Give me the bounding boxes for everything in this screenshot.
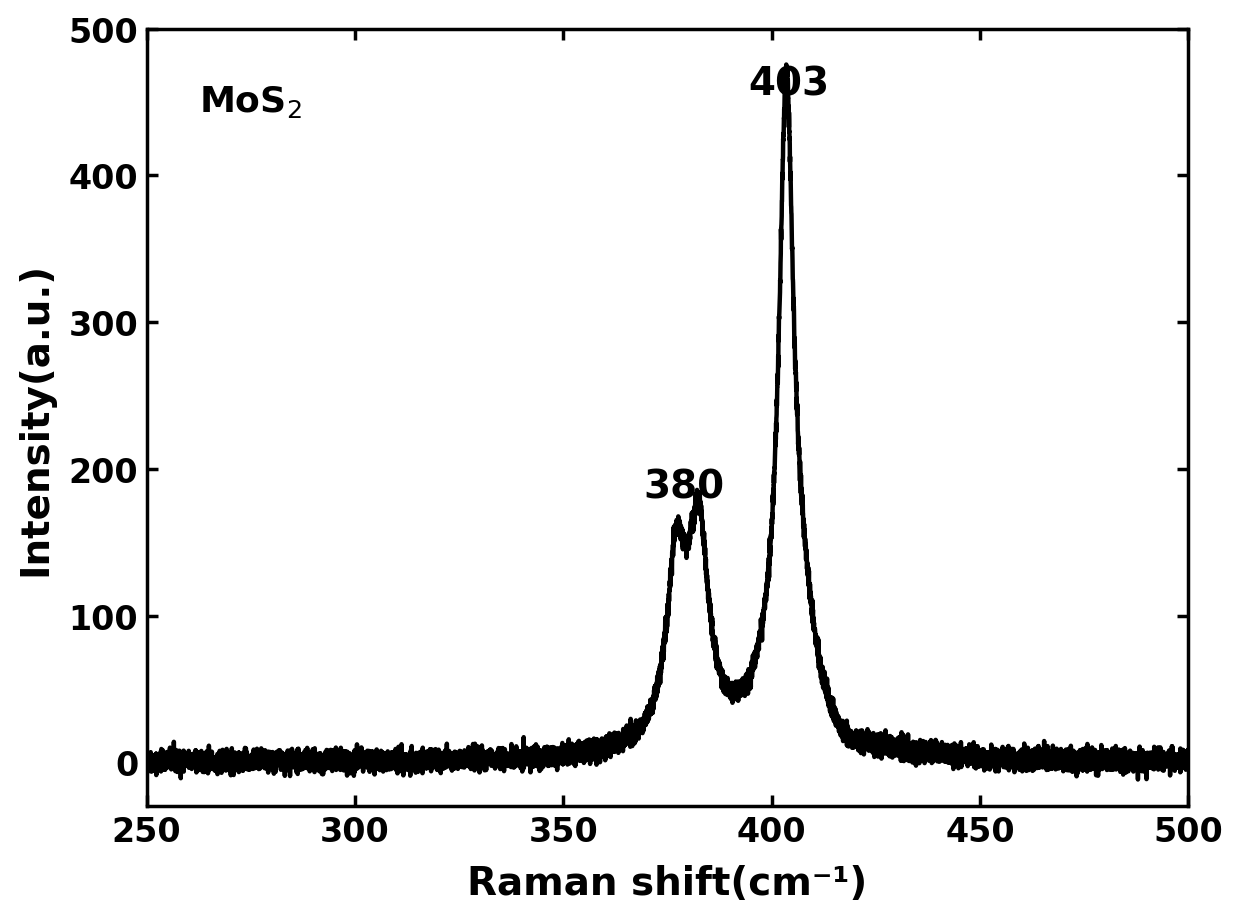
Y-axis label: Intensity(a.u.): Intensity(a.u.) — [16, 261, 55, 575]
Text: MoS$_2$: MoS$_2$ — [198, 84, 301, 120]
Text: 380: 380 — [644, 468, 725, 506]
Text: 403: 403 — [748, 65, 830, 103]
X-axis label: Raman shift(cm⁻¹): Raman shift(cm⁻¹) — [467, 865, 868, 902]
